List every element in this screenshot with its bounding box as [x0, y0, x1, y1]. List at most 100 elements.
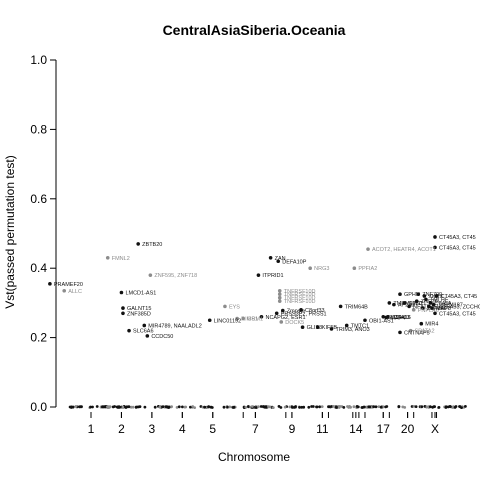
point-label: SLC6A6 [133, 329, 154, 335]
baseline-point [268, 405, 272, 409]
data-point [300, 325, 305, 329]
baseline-point [209, 405, 213, 409]
data-point [407, 304, 411, 309]
baseline-point [261, 405, 265, 408]
baseline-point [232, 405, 236, 409]
point-label: ZNF595, ZNF718 [154, 273, 197, 279]
baseline-point [307, 405, 311, 409]
point-label: CNTNAP5 [404, 330, 430, 336]
baseline-point [207, 405, 211, 409]
data-point [276, 259, 281, 264]
data-point [277, 292, 282, 297]
baseline-point [254, 406, 258, 409]
point-label: CT45A3, CT45 [439, 245, 476, 251]
baseline-point [428, 405, 432, 409]
baseline-point [164, 405, 168, 408]
baseline-point [257, 405, 260, 409]
point-label: DOCK5 [285, 320, 304, 326]
point-label: EYS [229, 304, 240, 310]
point-label: XKRX [428, 294, 443, 300]
data-point [392, 302, 396, 307]
x-tick-label: 5 [209, 422, 216, 436]
point-label: CT45A3, CT45 [439, 235, 476, 241]
x-tick-label: 3 [149, 422, 156, 436]
point-label: MIR4 [425, 322, 438, 328]
baseline-point [315, 405, 318, 409]
data-point [235, 316, 239, 321]
x-axis: 1 2 3 4 5 7 9 11 14 17 20 X [88, 412, 439, 436]
data-point [398, 330, 402, 335]
baseline-point [158, 405, 162, 409]
baseline-point [95, 405, 99, 408]
baseline-point [444, 405, 448, 409]
baseline-point [279, 406, 283, 409]
baseline-point [379, 405, 383, 409]
point-label: NFAT5 [413, 304, 430, 310]
data-point [268, 255, 273, 260]
point-label: PRSS3P2, PRSS1 [281, 311, 327, 317]
x-tick-label: 11 [316, 422, 329, 436]
point-label: TNFRSF10D [284, 292, 316, 298]
baseline-point [460, 406, 463, 409]
point-label: RIMS1 [241, 317, 258, 323]
baseline-point [117, 405, 121, 408]
data-point [142, 323, 147, 328]
data-point [363, 318, 367, 323]
baseline-point [464, 405, 467, 408]
point-label: MIR4789, NAALADL2 [148, 323, 202, 329]
point-label: ZNF700 [422, 292, 442, 298]
data-point [274, 311, 279, 316]
baseline-point [131, 405, 135, 409]
data-point [277, 295, 282, 300]
data-point [338, 304, 343, 309]
point-label: GLIS3 [307, 325, 323, 331]
x-tick-label: 20 [401, 422, 415, 436]
data-point [352, 266, 357, 271]
data-point [148, 273, 153, 277]
point-label: PRAMEF20 [54, 282, 83, 288]
data-point [121, 311, 125, 316]
point-label: TMTC1 [351, 323, 369, 329]
x-tick-label: 17 [377, 422, 391, 436]
data-point [62, 288, 67, 293]
data-point [277, 288, 282, 293]
baseline-point [124, 405, 127, 409]
data-point [421, 306, 425, 310]
baseline-point [302, 405, 306, 409]
point-label: OBI1-AS1 [369, 318, 394, 324]
baseline-point [244, 405, 248, 409]
baseline-point [372, 405, 376, 409]
baseline-point [170, 405, 174, 408]
data-point [411, 308, 416, 312]
data-point [431, 302, 436, 307]
data-point [315, 325, 320, 329]
point-label: GRM1 [247, 317, 263, 323]
baseline-point [349, 405, 352, 409]
baseline-point [290, 406, 294, 409]
y-tick-label: 0.8 [30, 122, 47, 136]
point-label: ITPRID1 [262, 273, 283, 279]
point-label: LINC01192 [214, 318, 241, 324]
baseline-point [203, 405, 207, 409]
data-point [416, 292, 421, 297]
point-label: ZNF26 [421, 299, 438, 305]
baseline-point [355, 405, 359, 408]
data-point [384, 315, 389, 320]
data-point [277, 299, 282, 303]
baseline-point [328, 405, 332, 408]
point-label: DEFA10P [282, 259, 306, 265]
baseline-point [71, 405, 75, 409]
data-point [387, 301, 392, 305]
baseline-point [175, 406, 179, 409]
baseline-point [161, 405, 165, 409]
point-label: SPATA2 [415, 329, 435, 335]
y-tick-label: 0.6 [30, 192, 47, 206]
point-label: NCAPG2, ESR1 [265, 315, 305, 321]
x-axis-label: Chromosome [218, 450, 290, 464]
data-point [145, 334, 150, 338]
baseline-point [89, 405, 92, 409]
baseline-point [362, 405, 366, 409]
data-point [402, 301, 407, 305]
